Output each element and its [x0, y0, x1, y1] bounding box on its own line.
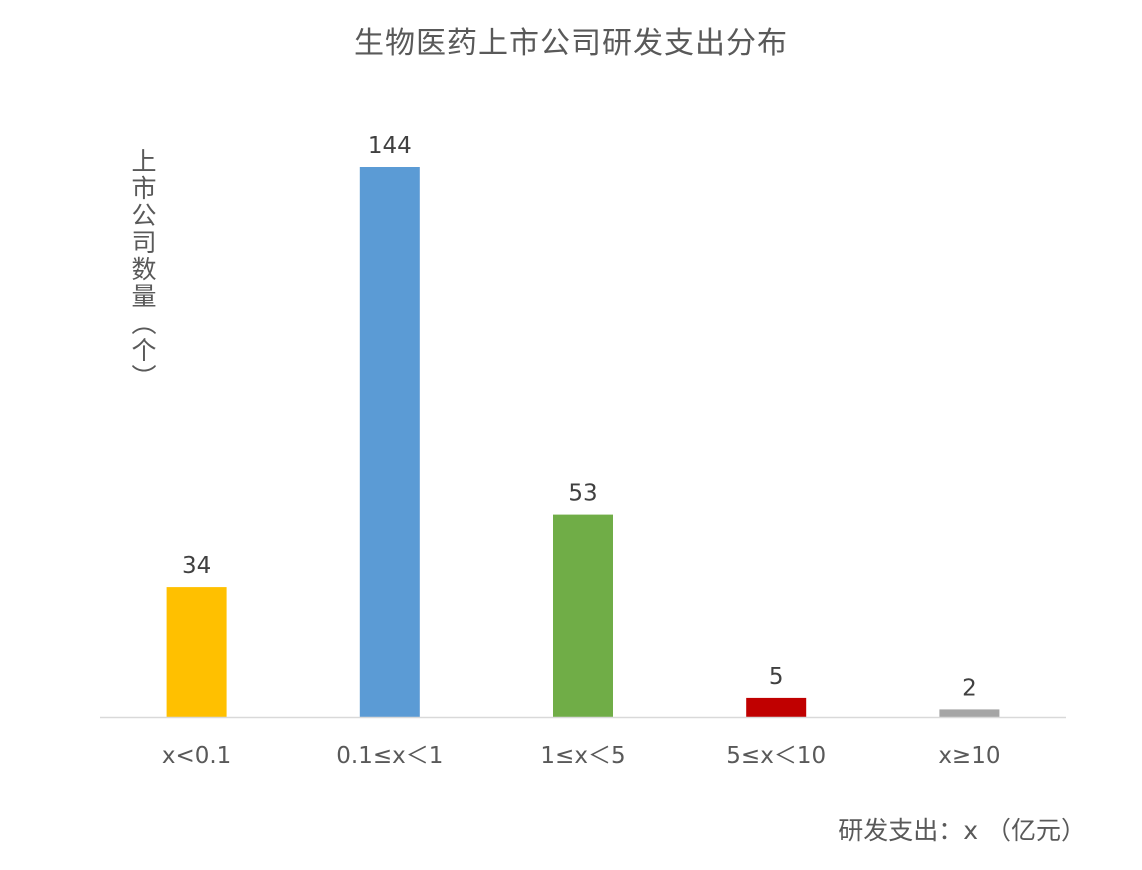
data-label-0: 34 [182, 553, 211, 579]
x-tick-label-4: x≥10 [938, 743, 1000, 769]
x-tick-label-3: 5≤x＜10 [726, 743, 826, 769]
data-label-1: 144 [368, 133, 412, 159]
x-tick-label-1: 0.1≤x＜1 [336, 743, 443, 769]
data-label-2: 53 [568, 481, 597, 507]
data-label-4: 2 [962, 675, 977, 701]
bar-1 [359, 167, 420, 717]
bar-4 [939, 709, 1000, 717]
chart-title: 生物医药上市公司研发支出分布 [354, 26, 788, 61]
bar-3 [746, 697, 807, 717]
y-axis-label: 上市公司数量（个） [128, 148, 157, 391]
bar-0 [166, 587, 227, 717]
x-axis-label: 研发支出：x （亿元） [838, 816, 1086, 845]
bar-2 [553, 514, 613, 717]
x-tick-label-2: 1≤x＜5 [540, 743, 625, 769]
x-tick-label-0: x<0.1 [162, 743, 231, 769]
data-label-3: 5 [769, 664, 784, 690]
